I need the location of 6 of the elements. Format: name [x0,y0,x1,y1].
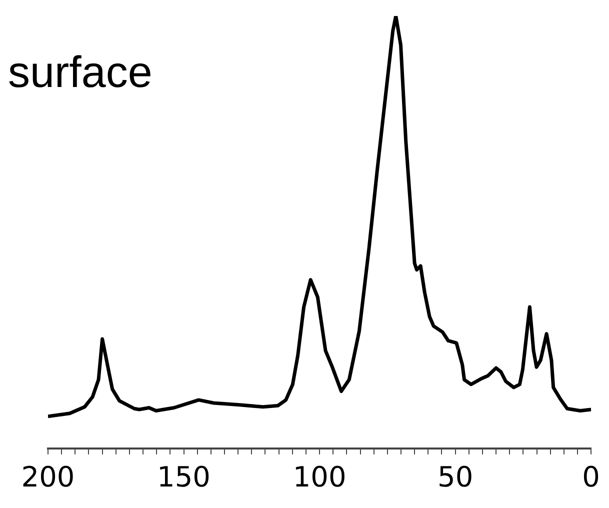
x-tick-label: 100 [292,460,346,494]
x-tick-label: 50 [438,460,474,494]
text: surface [8,48,152,98]
x-tick-label: 0 [582,460,600,494]
x-tick-label: 150 [157,460,210,494]
x-tick-label: 200 [21,460,75,494]
